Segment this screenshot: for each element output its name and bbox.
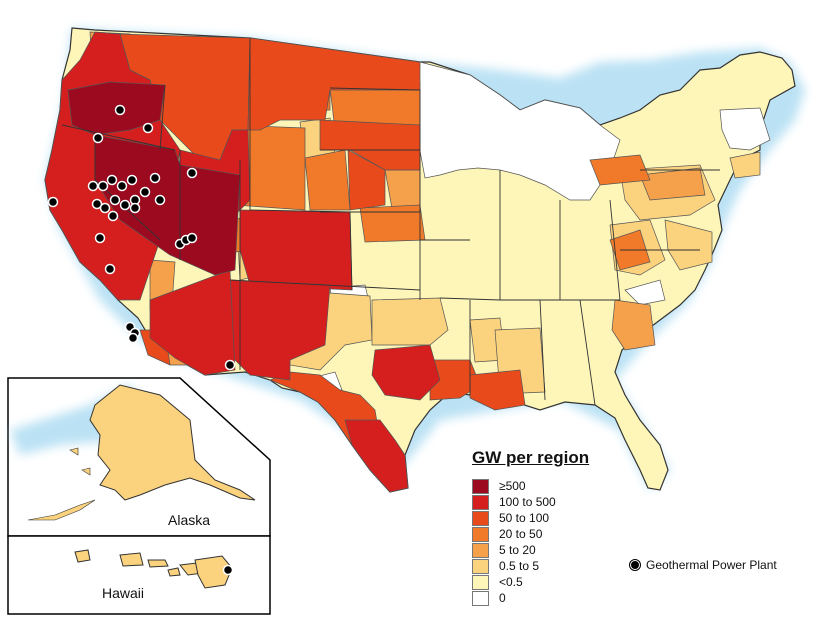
legend-swatch — [472, 574, 489, 590]
legend-swatch — [472, 590, 489, 606]
legend-label: 50 to 100 — [499, 511, 550, 525]
plant-marker — [127, 332, 139, 344]
legend: GW per region ≥500 100 to 500 50 to 100 20 … — [472, 448, 622, 606]
plant-marker — [91, 198, 103, 210]
plant-marker — [154, 194, 166, 206]
plant-marker — [222, 564, 234, 576]
legend-swatch — [472, 478, 489, 494]
plant-marker — [119, 199, 131, 211]
plant-marker — [106, 174, 118, 186]
plant-marker — [92, 132, 104, 144]
geothermal-plants — [47, 104, 236, 576]
legend-row: ≥500 — [472, 478, 622, 494]
legend-label: 100 to 500 — [499, 495, 556, 509]
legend-row: 5 to 20 — [472, 542, 622, 558]
legend-row: 0 — [472, 590, 622, 606]
plant-marker — [97, 180, 109, 192]
region-zero-carolina — [624, 279, 666, 306]
legend-label: 5 to 20 — [499, 543, 536, 557]
plant-legend: Geothermal Power Plant — [630, 558, 777, 572]
legend-title: GW per region — [472, 448, 590, 467]
plant-marker — [47, 196, 59, 208]
hawaii-islands — [74, 549, 233, 589]
hawaii-inset — [7, 535, 271, 615]
plant-marker — [109, 194, 121, 206]
legend-row: 50 to 100 — [472, 510, 622, 526]
legend-swatch — [472, 494, 489, 510]
legend-rows: ≥500 100 to 500 50 to 100 20 to 50 5 to 20 0.… — [472, 478, 622, 606]
legend-row: 20 to 50 — [472, 526, 622, 542]
legend-row: 100 to 500 — [472, 494, 622, 510]
legend-label: 20 to 50 — [499, 527, 543, 541]
alaska-shape — [89, 384, 256, 501]
legend-label: 0.5 to 5 — [499, 559, 540, 573]
plant-marker — [87, 180, 99, 192]
plant-dot-icon — [630, 560, 640, 570]
legend-label: 0 — [499, 591, 506, 605]
plant-marker — [107, 210, 119, 222]
plant-marker — [104, 263, 116, 275]
plant-legend-label: Geothermal Power Plant — [646, 558, 777, 572]
plant-marker — [126, 174, 138, 186]
legend-swatch — [472, 558, 489, 574]
region-zero-new-england — [719, 107, 771, 151]
plant-marker — [186, 167, 198, 179]
legend-row: <0.5 — [472, 574, 622, 590]
hawaii-label: Hawaii — [102, 585, 145, 601]
state-borders — [61, 38, 720, 406]
plant-marker — [129, 202, 141, 214]
region-zero-upper-midwest — [417, 61, 621, 201]
plant-marker — [99, 202, 111, 214]
plant-marker — [114, 104, 126, 116]
plant-marker — [186, 232, 198, 244]
legend-label: <0.5 — [499, 575, 523, 589]
plant-marker — [116, 180, 128, 192]
legend-swatch — [472, 526, 489, 542]
plant-marker — [142, 122, 154, 134]
legend-swatch — [472, 542, 489, 558]
plant-marker — [94, 232, 106, 244]
plant-marker — [224, 359, 236, 371]
plant-marker — [149, 172, 161, 184]
plant-marker — [139, 186, 151, 198]
legend-swatch — [472, 510, 489, 526]
legend-label: ≥500 — [499, 479, 526, 493]
legend-row: 0.5 to 5 — [472, 558, 622, 574]
alaska-inset — [7, 377, 271, 537]
alaska-label: Alaska — [168, 512, 211, 528]
